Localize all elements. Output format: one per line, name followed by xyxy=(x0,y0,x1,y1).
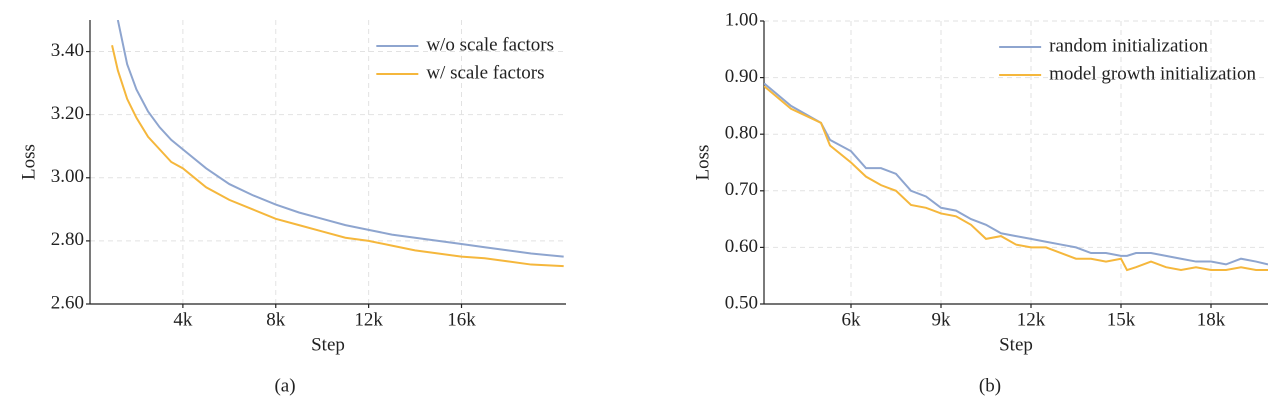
legend-label: w/ scale factors xyxy=(426,62,544,83)
y-tick-label: 3.20 xyxy=(51,103,84,124)
x-axis-label: Step xyxy=(311,334,345,355)
x-tick-label: 12k xyxy=(1017,309,1046,330)
x-tick-label: 4k xyxy=(173,309,193,330)
y-tick-label: 0.70 xyxy=(725,179,758,200)
legend-label: model growth initialization xyxy=(1049,63,1256,84)
series-line xyxy=(764,85,1268,272)
y-tick-label: 0.90 xyxy=(725,66,758,87)
y-tick-label: 3.00 xyxy=(51,166,84,187)
x-tick-label: 8k xyxy=(266,309,286,330)
caption: (b) xyxy=(979,375,1001,396)
x-axis-label: Step xyxy=(999,334,1033,355)
x-tick-label: 16k xyxy=(447,309,476,330)
y-tick-label: 2.80 xyxy=(51,229,84,250)
y-tick-label: 0.50 xyxy=(725,292,758,313)
series-line xyxy=(111,45,564,268)
y-tick-label: 0.60 xyxy=(725,236,758,257)
y-axis-label: Loss xyxy=(692,145,713,181)
x-tick-label: 12k xyxy=(354,309,383,330)
series-line xyxy=(764,82,1268,266)
y-axis-label: Loss xyxy=(18,144,39,180)
series-line xyxy=(116,20,564,258)
y-tick-label: 0.80 xyxy=(725,123,758,144)
legend-label: random initialization xyxy=(1049,35,1208,56)
x-tick-label: 6k xyxy=(842,309,862,330)
y-tick-label: 2.60 xyxy=(51,292,84,313)
x-tick-label: 18k xyxy=(1197,309,1226,330)
x-tick-label: 15k xyxy=(1107,309,1136,330)
y-tick-label: 3.40 xyxy=(51,40,84,61)
x-tick-label: 9k xyxy=(932,309,952,330)
caption: (a) xyxy=(274,375,295,396)
legend-label: w/o scale factors xyxy=(426,34,554,55)
y-tick-label: 1.00 xyxy=(725,9,758,30)
